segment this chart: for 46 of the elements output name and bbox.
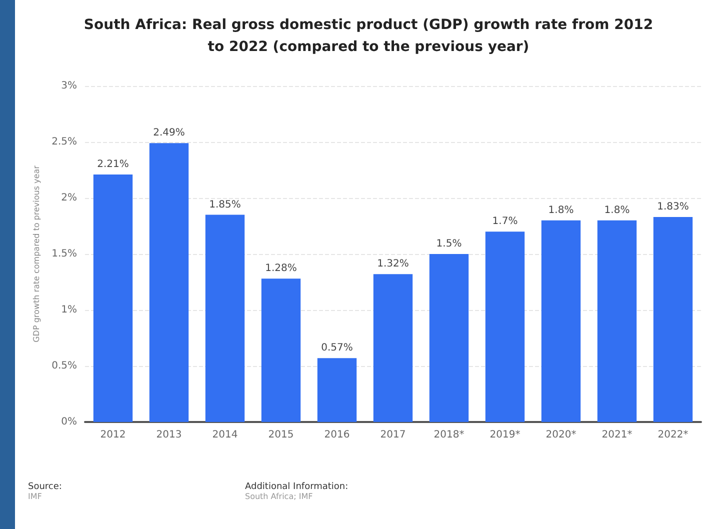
x-tick-label: 2012 [100,430,126,440]
text: South Africa; IMF [245,492,314,501]
x-tick-label: 2022* [658,430,688,440]
x-tick-label: 2013 [156,430,182,440]
data-label: 1.28% [265,263,297,274]
data-label: 1.8% [604,204,630,216]
bar [653,217,693,422]
data-label: 1.7% [492,216,518,228]
bar [485,232,525,422]
data-label: 0.57% [321,342,353,354]
data-label: 1.85% [209,199,241,210]
bar [205,214,245,422]
text: IMF [28,492,43,501]
text: Additional Information: [245,482,348,492]
x-tick-label: 2020* [546,430,576,440]
y-tick-label: 3% [61,80,77,92]
data-label: 2.21% [97,158,129,170]
chart-title: South Africa: Real gross domestic product (GDP) growth rate from 2012 to 2022 (compared to the previous year) [82,16,654,57]
bar [149,143,189,422]
y-tick-label: 2% [61,192,77,204]
x-tick-label: 2017 [380,430,406,440]
y-tick-label: 0% [61,416,77,428]
y-tick-label: 2.5% [52,136,77,148]
data-label: 2.49% [153,128,185,139]
bar [429,254,469,422]
y-tick-label: 0.5% [52,360,77,372]
data-label: 1.5% [436,238,462,250]
bar [597,220,637,422]
data-label: 1.32% [377,258,409,270]
x-tick-label: 2021* [602,430,632,440]
y-tick-label: 1% [61,304,77,316]
bar [317,358,357,422]
x-tick-label: 2018* [434,430,464,440]
x-tick-label: 2014 [212,430,238,440]
data-label: 1.83% [657,202,689,213]
bar [261,278,301,422]
x-tick-label: 2016 [324,430,350,440]
x-tick-label: 2015 [268,430,294,440]
bar [541,220,581,422]
x-tick-label: 2019* [490,430,520,440]
y-axis-title: GDP growth rate compared to previous year [32,164,42,342]
bar [373,274,413,422]
data-label: 1.8% [548,204,574,216]
source-note: Source: [28,482,62,492]
y-tick-label: 1.5% [52,248,77,260]
bar [93,174,133,422]
